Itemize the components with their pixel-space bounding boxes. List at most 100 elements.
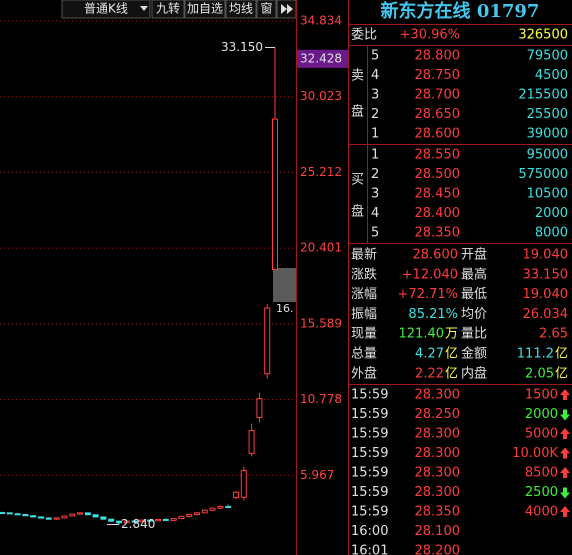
y-tick-label: 20.401	[300, 241, 342, 255]
stat-label: 总量	[351, 347, 377, 362]
stat-label: 最新	[351, 247, 377, 263]
candle-body	[92, 514, 99, 518]
stat-value: 85.21%	[408, 307, 458, 322]
stat-label: 现量	[351, 327, 377, 342]
y-tick-label: 5.967	[300, 468, 334, 482]
trade-time: 15:59	[351, 427, 388, 442]
price: 28.750	[415, 68, 461, 83]
stat-label: 内盘	[461, 365, 487, 381]
high-label: 33.150	[221, 40, 263, 54]
stat-unit: 亿	[555, 366, 568, 381]
level: 4	[371, 206, 379, 221]
candle-body	[240, 469, 247, 498]
price: 28.650	[415, 107, 461, 122]
toolbar-button[interactable]	[184, 0, 226, 19]
level: 5	[371, 49, 379, 64]
candle-body	[116, 520, 122, 524]
stat-value: 28.600	[413, 248, 459, 263]
buy-label: 盘	[351, 204, 364, 220]
candle-body	[147, 519, 154, 522]
stat-value: 2.65	[539, 327, 568, 342]
level: 2	[371, 107, 379, 122]
toolbar-button-label: 九转	[156, 1, 180, 16]
price: 28.350	[415, 226, 461, 241]
volume: 79500	[527, 49, 568, 64]
toolbar-button[interactable]	[256, 0, 277, 19]
collapse-icon	[281, 4, 293, 14]
price: 28.500	[415, 167, 461, 182]
stat-unit: 亿	[445, 347, 458, 362]
trade-price: 28.300	[415, 388, 461, 403]
toolbar-button[interactable]	[151, 0, 185, 19]
price: 28.450	[415, 187, 461, 202]
volume: 575000	[518, 167, 568, 182]
stat-label: 金额	[461, 346, 487, 362]
trade-time: 15:59	[351, 388, 388, 403]
candle-body	[139, 519, 146, 523]
price: 28.800	[415, 49, 461, 64]
trade-price: 28.200	[415, 544, 461, 555]
trade-volume: 4000	[525, 505, 558, 520]
candle-body	[264, 307, 271, 375]
volume: 10500	[527, 187, 568, 202]
level: 3	[371, 88, 379, 103]
stat-label: 量比	[461, 327, 487, 342]
trade-price: 28.300	[415, 446, 461, 461]
trade-volume: 8500	[525, 466, 558, 481]
stat-label: 涨幅	[351, 287, 377, 302]
buy-label: 买	[351, 173, 364, 188]
trade-time: 15:59	[351, 485, 388, 500]
y-tick-label: 10.778	[300, 392, 342, 406]
stat-label: 外盘	[351, 365, 377, 381]
stat-value: 2.22	[415, 366, 444, 381]
sell-label: 卖	[351, 69, 364, 84]
stat-unit: 亿	[445, 366, 458, 381]
candle-body	[14, 513, 21, 516]
trade-price: 28.350	[415, 505, 461, 520]
cursor-box	[273, 268, 296, 302]
trade-time: 15:59	[351, 407, 388, 422]
stat-label: 开盘	[461, 247, 487, 263]
trade-volume: 10.00K	[512, 446, 558, 461]
stat-value: +12.040	[402, 267, 458, 282]
y-tick-label: 15.589	[300, 316, 342, 330]
up-arrow	[560, 467, 570, 478]
trade-price: 28.250	[415, 407, 461, 422]
toolbar: 普通K线	[61, 0, 297, 19]
stat-value: 4.27	[415, 347, 444, 362]
candle-body	[194, 512, 200, 515]
cursor-label: 16.	[276, 302, 294, 315]
level: 1	[371, 127, 379, 142]
trade-time: 15:59	[351, 505, 388, 520]
candle-body	[131, 520, 138, 523]
candle-body	[233, 491, 239, 499]
down-arrow	[560, 409, 570, 421]
stat-label: 最高	[461, 266, 487, 282]
price: 28.400	[415, 206, 461, 221]
trade-price: 28.300	[415, 466, 461, 481]
candle-body	[201, 509, 208, 514]
up-arrow	[560, 428, 570, 439]
crosshair-price: 32.428	[300, 51, 342, 65]
stat-value: 121.40	[399, 327, 445, 342]
volume: 4500	[535, 68, 568, 83]
volume: 215500	[518, 88, 568, 103]
price: 28.550	[415, 148, 461, 163]
candle-body	[0, 512, 5, 515]
stat-label: 最低	[461, 287, 487, 302]
volume: 25500	[527, 107, 568, 122]
down-arrow	[560, 487, 570, 499]
dropdown-arrow	[140, 6, 148, 11]
candle-body	[45, 517, 52, 520]
candle-body	[38, 516, 44, 519]
kline-mode-button[interactable]	[61, 0, 151, 19]
stat-value: 33.150	[523, 267, 569, 282]
up-arrow	[560, 447, 570, 459]
stock-title: 新东方在线 01797	[381, 0, 540, 22]
up-arrow	[560, 389, 570, 400]
trade-price: 28.300	[415, 427, 461, 442]
candle-body	[6, 512, 13, 515]
sell-label: 盘	[351, 104, 364, 120]
crosshair-box	[297, 49, 348, 68]
toolbar-button[interactable]	[225, 0, 257, 19]
